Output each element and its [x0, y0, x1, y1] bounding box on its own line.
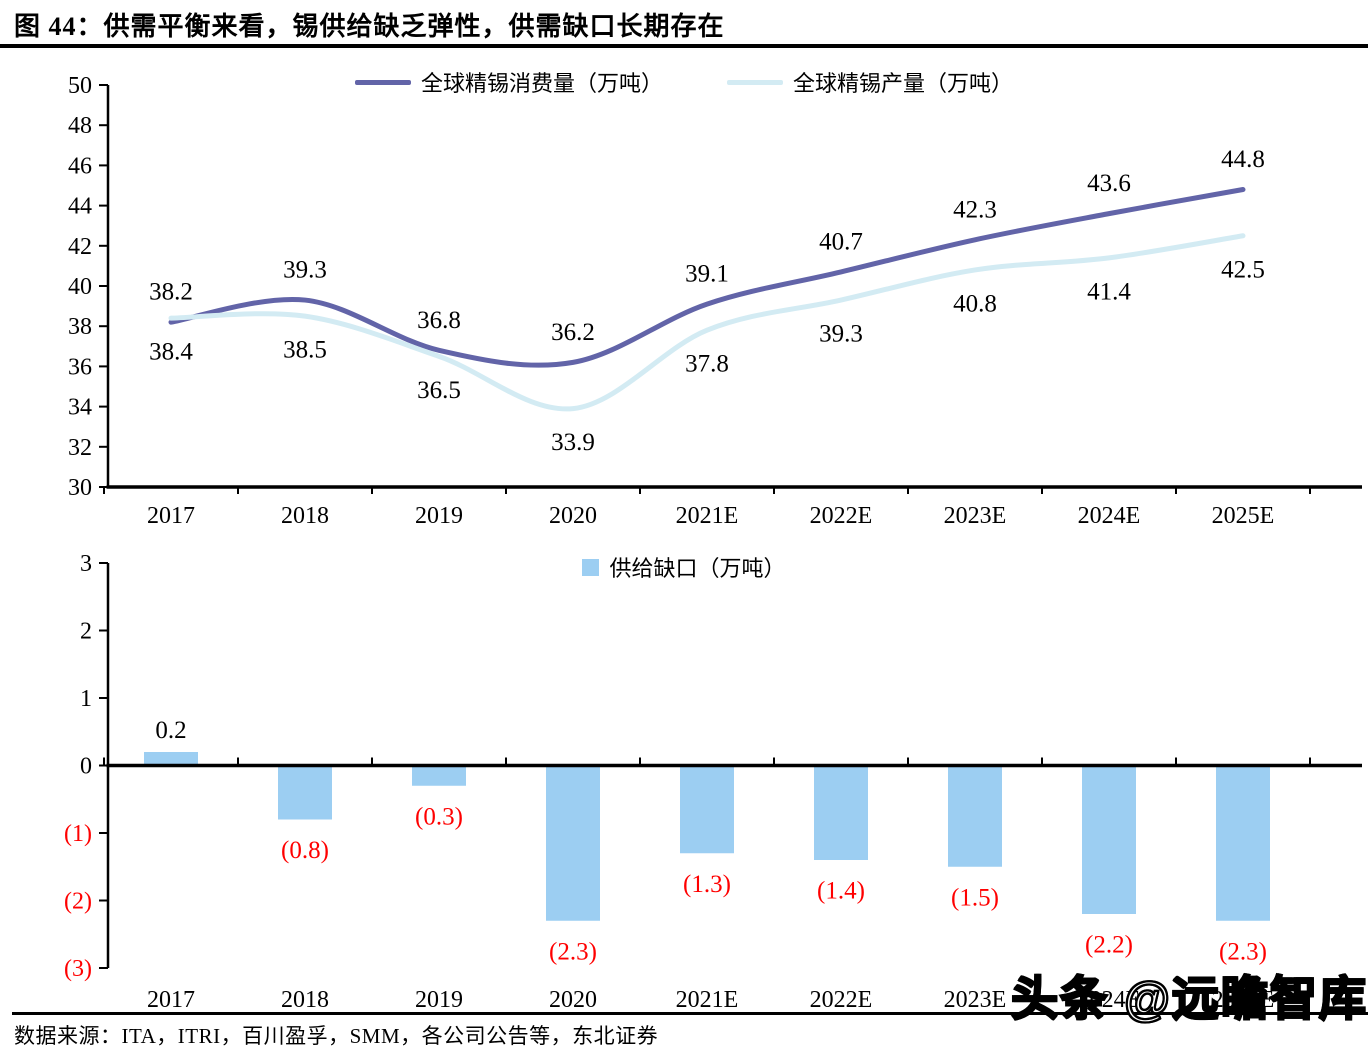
bar-label: (0.3): [415, 803, 463, 830]
x-axis-label: 2025E: [1212, 987, 1275, 1013]
data-label: 38.4: [149, 339, 193, 366]
legend-item-production: 全球精锡产量（万吨）: [727, 66, 1013, 98]
x-axis-label: 2021E: [676, 987, 739, 1013]
x-axis-label: 2022E: [810, 503, 873, 529]
y-tick-label: (1): [64, 821, 92, 847]
x-axis-label: 2025E: [1212, 503, 1275, 529]
y-tick-label: 1: [80, 686, 92, 712]
data-label: 38.2: [149, 279, 193, 306]
data-label: 42.5: [1221, 256, 1265, 283]
consumption-production-line-chart: 50 48 46 44 42 40 38 36 34 32 30 2017 2018 2019 2020 20…: [68, 73, 1362, 529]
bar-label: (2.3): [549, 938, 597, 965]
bar-label: (1.4): [817, 878, 865, 905]
data-label: 39.3: [819, 321, 863, 348]
y-tick-label: 42: [68, 234, 92, 260]
data-source-note: 数据来源：ITA，ITRI，百川盈孚，SMM，各公司公告等，东北证券: [14, 1024, 659, 1048]
production-line-swatch: [727, 79, 783, 85]
x-axis-label: 2017: [147, 987, 195, 1013]
x-axis-label: 2020: [549, 503, 597, 529]
production-line: [168, 233, 1246, 412]
supply-gap-swatch: [582, 558, 600, 576]
x-axis-label: 2023E: [944, 503, 1007, 529]
data-label: 44.8: [1221, 146, 1265, 173]
bar-label: (0.8): [281, 837, 329, 864]
data-label: 39.3: [283, 257, 327, 284]
y-tick-label: 50: [68, 73, 92, 99]
gap-bar: [412, 765, 466, 786]
gap-bar: [144, 752, 198, 766]
x-axis-label: 2018: [281, 987, 329, 1013]
bar-chart-legend: 供给缺口（万吨）: [0, 551, 1368, 583]
x-axis-label: 2024E: [1078, 987, 1141, 1013]
y-tick-label: 40: [68, 274, 92, 300]
y-tick-label: (2): [64, 889, 92, 915]
data-label: 40.8: [953, 290, 997, 317]
gap-bar: [948, 765, 1002, 867]
gap-bar: [680, 765, 734, 854]
y-tick-label: 30: [68, 475, 92, 501]
data-label: 41.4: [1087, 278, 1131, 305]
y-tick-label: 46: [68, 153, 92, 179]
gap-bar: [278, 765, 332, 820]
y-tick-label: 2: [80, 619, 92, 645]
consumption-line: [168, 187, 1246, 368]
bar-label: (1.3): [683, 871, 731, 898]
y-tick-label: 3: [80, 551, 92, 577]
y-tick-label: 36: [68, 354, 92, 380]
data-label: 33.9: [551, 429, 595, 456]
x-axis-label: 2024E: [1078, 503, 1141, 529]
y-tick-label: 44: [68, 194, 92, 220]
x-axis-label: 2019: [415, 987, 463, 1013]
data-label: 36.2: [551, 319, 595, 346]
x-axis-label: 2020: [549, 987, 597, 1013]
gap-bar: [814, 765, 868, 860]
bar-label: (1.5): [951, 884, 999, 911]
legend-item-consumption: 全球精锡消费量（万吨）: [354, 66, 663, 98]
y-tick-label: 34: [68, 395, 92, 421]
bar-label: (2.3): [1219, 938, 1267, 965]
y-tick-label: 0: [80, 754, 92, 780]
x-axis-label: 2023E: [944, 987, 1007, 1013]
data-label: 42.3: [953, 196, 997, 223]
legend-label-production: 全球精锡产量（万吨）: [793, 71, 1014, 96]
x-axis-label: 2021E: [676, 503, 739, 529]
gap-bar: [1216, 765, 1270, 921]
line-chart-legend: 全球精锡消费量（万吨） 全球精锡产量（万吨）: [0, 66, 1368, 98]
footer-divider: [12, 1012, 1368, 1015]
data-label: 40.7: [819, 228, 863, 255]
bar-label: 0.2: [155, 717, 186, 744]
data-label: 36.5: [417, 377, 461, 404]
x-axis-label: 2019: [415, 503, 463, 529]
x-axis-label: 2018: [281, 503, 329, 529]
y-tick-label: 48: [68, 113, 92, 139]
x-axis-label: 2022E: [810, 987, 873, 1013]
data-label: 36.8: [417, 307, 461, 334]
legend-label-supply-gap: 供给缺口（万吨）: [609, 556, 786, 581]
data-label: 37.8: [685, 351, 729, 378]
y-tick-label: 38: [68, 314, 92, 340]
data-label: 43.6: [1087, 170, 1131, 197]
data-label: 39.1: [685, 261, 729, 288]
gap-bar: [1082, 765, 1136, 914]
data-label: 38.5: [283, 337, 327, 364]
watermark: 头条 @远瞻智库: [1010, 971, 1368, 1026]
bar-label: (2.2): [1085, 932, 1133, 959]
x-axis-label: 2017: [147, 503, 195, 529]
y-tick-label: 32: [68, 435, 92, 461]
gap-bar: [546, 765, 600, 921]
figure-title: 图 44：供需平衡来看，锡供给缺乏弹性，供需缺口长期存在: [14, 12, 725, 41]
consumption-line-swatch: [354, 79, 411, 85]
legend-label-consumption: 全球精锡消费量（万吨）: [420, 71, 663, 96]
y-tick-label: (3): [64, 956, 92, 982]
title-underline: [0, 44, 1368, 48]
